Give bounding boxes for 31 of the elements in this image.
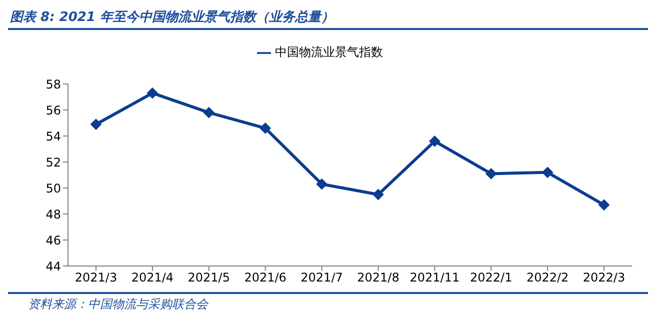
y-tick-label: 58 xyxy=(46,77,61,92)
point xyxy=(429,136,440,147)
text: 资料来源：中国物流与采购联合会 xyxy=(28,296,210,313)
legend-label: 中国物流业景气指数 xyxy=(275,45,383,59)
y-tick-label: 50 xyxy=(46,181,61,196)
point xyxy=(542,166,554,178)
point xyxy=(486,168,497,180)
point xyxy=(146,88,158,99)
point xyxy=(372,189,384,200)
point xyxy=(260,122,271,134)
x-tick-label: 2021/3 xyxy=(74,270,118,285)
x-tick-label: 2021/7 xyxy=(300,270,343,285)
y-tick-label: 52 xyxy=(46,155,61,170)
chart-title: 图表 8: 2021 年至今中国物流业景气指数（业务总量） xyxy=(8,8,648,30)
x-tick-label: 2022/3 xyxy=(582,270,626,285)
y-tick-label: 54 xyxy=(46,129,61,144)
point xyxy=(598,199,610,210)
x-tick-label: 2021/5 xyxy=(188,270,230,285)
x-tick-label: 2021/8 xyxy=(357,270,400,285)
point xyxy=(203,107,214,118)
y-tick-label: 46 xyxy=(46,233,61,248)
x-tick-label: 2022/2 xyxy=(526,270,569,285)
y-tick-label: 48 xyxy=(46,207,61,222)
x-tick-label: 2021/4 xyxy=(131,270,174,285)
x-tick-label: 2021/11 xyxy=(410,270,460,285)
point xyxy=(90,118,102,130)
y-tick-label: 44 xyxy=(46,259,61,274)
point xyxy=(316,178,328,190)
x-tick-label: 2022/1 xyxy=(470,270,512,285)
y-tick-label: 56 xyxy=(46,103,61,118)
x-tick-label: 2021/6 xyxy=(244,270,286,285)
